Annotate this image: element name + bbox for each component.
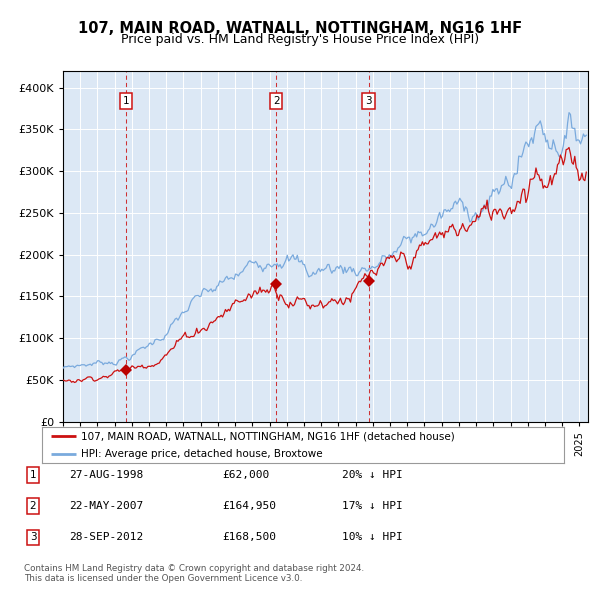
Text: 1: 1 [122, 96, 129, 106]
Text: 17% ↓ HPI: 17% ↓ HPI [342, 502, 403, 511]
Text: £62,000: £62,000 [222, 470, 269, 480]
Text: Contains HM Land Registry data © Crown copyright and database right 2024.
This d: Contains HM Land Registry data © Crown c… [24, 563, 364, 583]
Text: Price paid vs. HM Land Registry's House Price Index (HPI): Price paid vs. HM Land Registry's House … [121, 33, 479, 46]
Text: 3: 3 [365, 96, 372, 106]
Text: 28-SEP-2012: 28-SEP-2012 [69, 533, 143, 542]
Text: 2: 2 [29, 502, 37, 511]
Text: 3: 3 [29, 533, 37, 542]
Text: 2: 2 [273, 96, 280, 106]
Text: 107, MAIN ROAD, WATNALL, NOTTINGHAM, NG16 1HF (detached house): 107, MAIN ROAD, WATNALL, NOTTINGHAM, NG1… [81, 431, 455, 441]
Text: 22-MAY-2007: 22-MAY-2007 [69, 502, 143, 511]
Text: 10% ↓ HPI: 10% ↓ HPI [342, 533, 403, 542]
Text: £164,950: £164,950 [222, 502, 276, 511]
Text: 107, MAIN ROAD, WATNALL, NOTTINGHAM, NG16 1HF: 107, MAIN ROAD, WATNALL, NOTTINGHAM, NG1… [78, 21, 522, 35]
Text: 20% ↓ HPI: 20% ↓ HPI [342, 470, 403, 480]
Text: 27-AUG-1998: 27-AUG-1998 [69, 470, 143, 480]
Text: HPI: Average price, detached house, Broxtowe: HPI: Average price, detached house, Brox… [81, 450, 323, 460]
Text: £168,500: £168,500 [222, 533, 276, 542]
Text: 1: 1 [29, 470, 37, 480]
